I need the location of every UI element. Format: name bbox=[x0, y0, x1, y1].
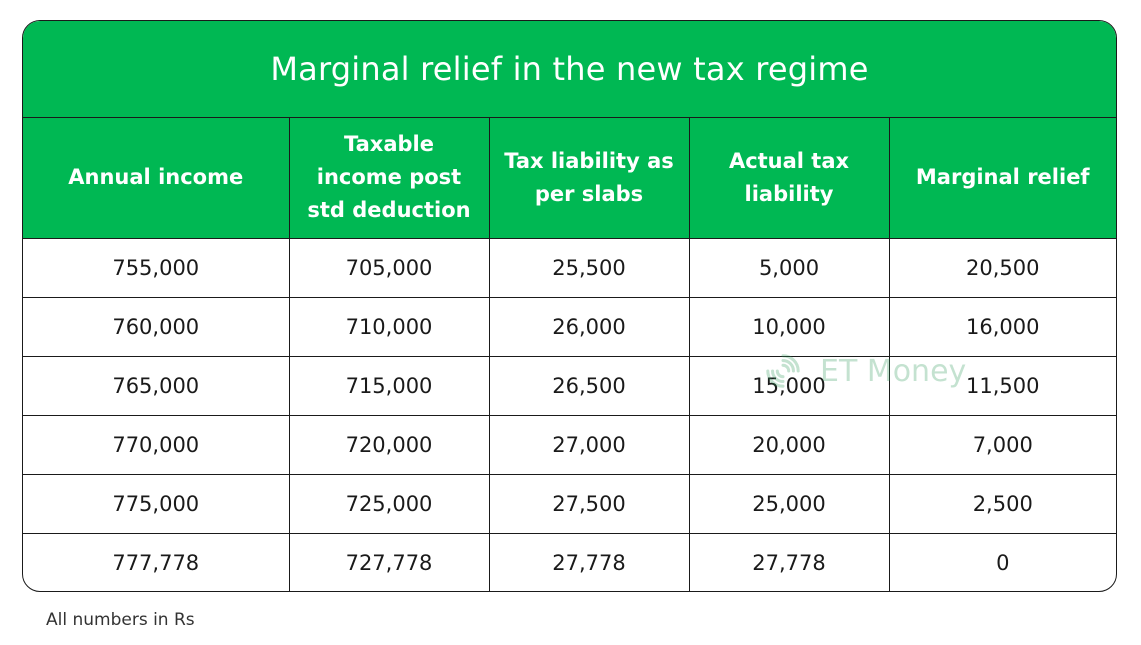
table-title: Marginal relief in the new tax regime bbox=[23, 21, 1116, 118]
column-header-marginal-relief: Marginal relief bbox=[889, 118, 1116, 239]
cell-tax-liability-slabs: 27,000 bbox=[489, 415, 690, 475]
table-row: 755,000 705,000 25,500 5,000 20,500 bbox=[23, 238, 1116, 298]
column-header-taxable-income: Taxable income post std deduction bbox=[289, 118, 490, 239]
cell-taxable-income: 705,000 bbox=[289, 238, 490, 298]
cell-marginal-relief: 11,500 bbox=[889, 356, 1116, 416]
table-row: 777,778 727,778 27,778 27,778 0 bbox=[23, 533, 1116, 591]
cell-marginal-relief: 16,000 bbox=[889, 297, 1116, 357]
cell-marginal-relief: 2,500 bbox=[889, 474, 1116, 534]
cell-annual-income: 770,000 bbox=[23, 415, 290, 475]
cell-taxable-income: 725,000 bbox=[289, 474, 490, 534]
cell-taxable-income: 727,778 bbox=[289, 533, 490, 591]
table-row: 765,000 715,000 26,500 15,000 11,500 bbox=[23, 356, 1116, 416]
cell-tax-liability-slabs: 27,778 bbox=[489, 533, 690, 591]
cell-marginal-relief: 7,000 bbox=[889, 415, 1116, 475]
cell-annual-income: 777,778 bbox=[23, 533, 290, 591]
table-row: 760,000 710,000 26,000 10,000 16,000 bbox=[23, 297, 1116, 357]
column-header-tax-liability-slabs: Tax liability as per slabs bbox=[489, 118, 690, 239]
cell-annual-income: 760,000 bbox=[23, 297, 290, 357]
cell-annual-income: 765,000 bbox=[23, 356, 290, 416]
cell-actual-tax-liability: 27,778 bbox=[689, 533, 890, 591]
cell-actual-tax-liability: 10,000 bbox=[689, 297, 890, 357]
cell-taxable-income: 710,000 bbox=[289, 297, 490, 357]
cell-tax-liability-slabs: 27,500 bbox=[489, 474, 690, 534]
marginal-relief-table-card: Marginal relief in the new tax regime An… bbox=[22, 20, 1117, 592]
cell-annual-income: 755,000 bbox=[23, 238, 290, 298]
marginal-relief-table: Annual income Taxable income post std de… bbox=[23, 118, 1116, 591]
table-row: 770,000 720,000 27,000 20,000 7,000 bbox=[23, 415, 1116, 475]
cell-actual-tax-liability: 15,000 bbox=[689, 356, 890, 416]
cell-tax-liability-slabs: 26,500 bbox=[489, 356, 690, 416]
table-row: 775,000 725,000 27,500 25,000 2,500 bbox=[23, 474, 1116, 534]
cell-actual-tax-liability: 25,000 bbox=[689, 474, 890, 534]
cell-annual-income: 775,000 bbox=[23, 474, 290, 534]
footnote: All numbers in Rs bbox=[46, 610, 195, 630]
cell-actual-tax-liability: 5,000 bbox=[689, 238, 890, 298]
column-header-actual-tax-liability: Actual tax liability bbox=[689, 118, 890, 239]
cell-marginal-relief: 20,500 bbox=[889, 238, 1116, 298]
cell-tax-liability-slabs: 26,000 bbox=[489, 297, 690, 357]
header-row: Annual income Taxable income post std de… bbox=[23, 118, 1116, 239]
cell-taxable-income: 720,000 bbox=[289, 415, 490, 475]
column-header-annual-income: Annual income bbox=[23, 118, 290, 239]
cell-tax-liability-slabs: 25,500 bbox=[489, 238, 690, 298]
cell-marginal-relief: 0 bbox=[996, 550, 1010, 575]
cell-taxable-income: 715,000 bbox=[289, 356, 490, 416]
cell-actual-tax-liability: 20,000 bbox=[689, 415, 890, 475]
